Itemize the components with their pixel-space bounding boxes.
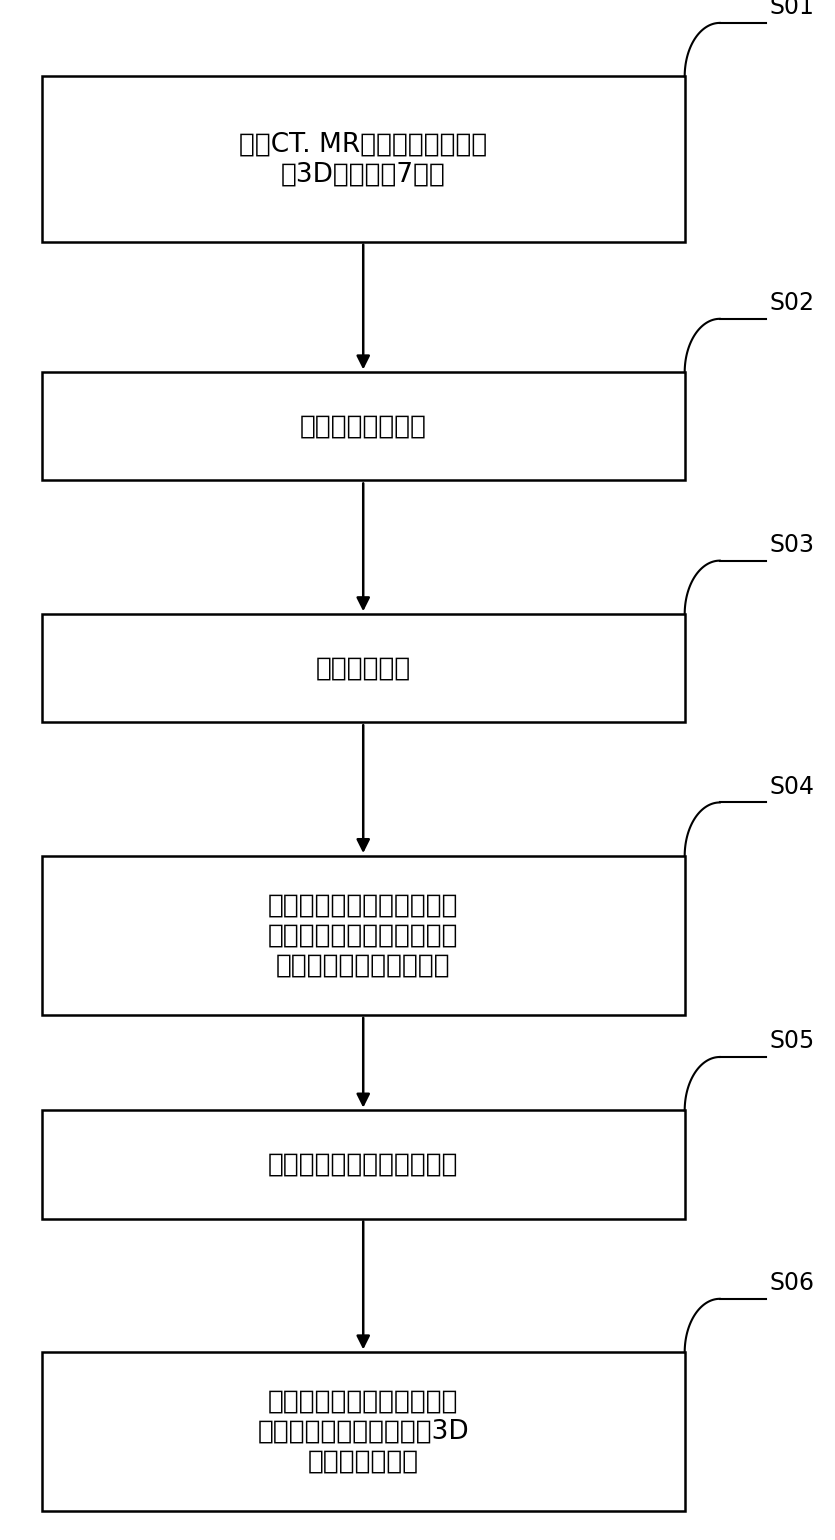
Text: 加载CT. MR数据，并将其导入
到3D精准放留7平台: 加载CT. MR数据，并将其导入 到3D精准放留7平台	[239, 131, 488, 186]
Text: 根据测量设备的形状和大小
生成从剂量验证模型最外层
表面直至打孔终点的孔洞: 根据测量设备的形状和大小 生成从剂量验证模型最外层 表面直至打孔终点的孔洞	[268, 893, 458, 978]
FancyBboxPatch shape	[42, 77, 685, 242]
Text: S04: S04	[770, 775, 815, 799]
FancyBboxPatch shape	[42, 856, 685, 1015]
FancyBboxPatch shape	[42, 1352, 685, 1511]
Text: 通过精准放疗系统导出已打
孔的剂量验证模型，采用3D
打印机进行打印: 通过精准放疗系统导出已打 孔的剂量验证模型，采用3D 打印机进行打印	[257, 1389, 469, 1475]
Text: 选择测量设备: 选择测量设备	[316, 654, 411, 681]
Text: 生成已打孔的剂量验证模型: 生成已打孔的剂量验证模型	[268, 1152, 458, 1178]
Text: S01: S01	[770, 0, 815, 18]
Text: S05: S05	[770, 1029, 815, 1053]
Text: 确定要打孔的终点: 确定要打孔的终点	[300, 413, 427, 439]
Text: S03: S03	[770, 533, 815, 557]
Text: S02: S02	[770, 291, 815, 316]
FancyBboxPatch shape	[42, 373, 685, 480]
FancyBboxPatch shape	[42, 614, 685, 722]
Text: S06: S06	[770, 1270, 815, 1295]
FancyBboxPatch shape	[42, 1110, 685, 1218]
